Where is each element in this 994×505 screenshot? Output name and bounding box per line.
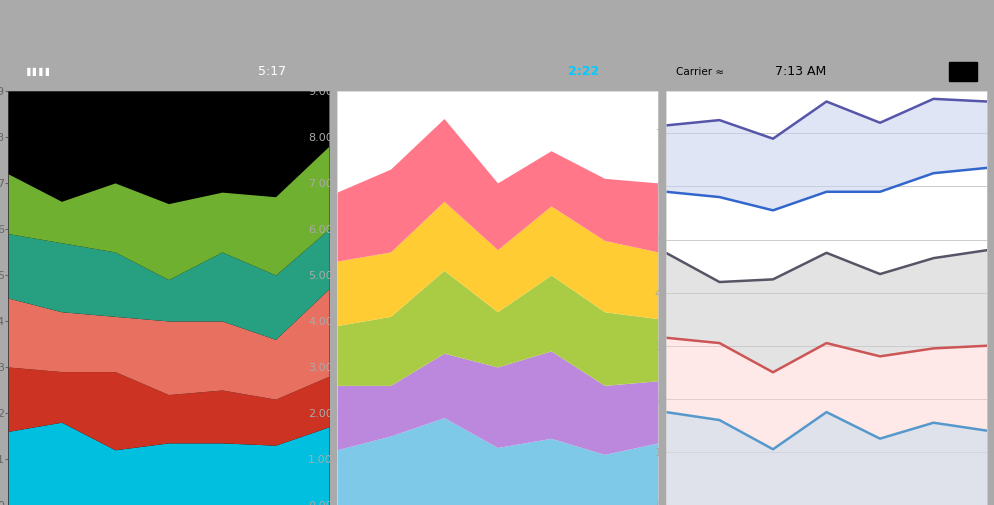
Text: 5:17: 5:17 [258,66,286,78]
Text: ▐▐▐▐: ▐▐▐▐ [24,68,50,76]
Text: 2:22: 2:22 [568,66,598,78]
Text: 7:13 AM: 7:13 AM [774,66,826,78]
Text: Carrier ≈: Carrier ≈ [675,67,723,77]
FancyBboxPatch shape [947,63,976,81]
